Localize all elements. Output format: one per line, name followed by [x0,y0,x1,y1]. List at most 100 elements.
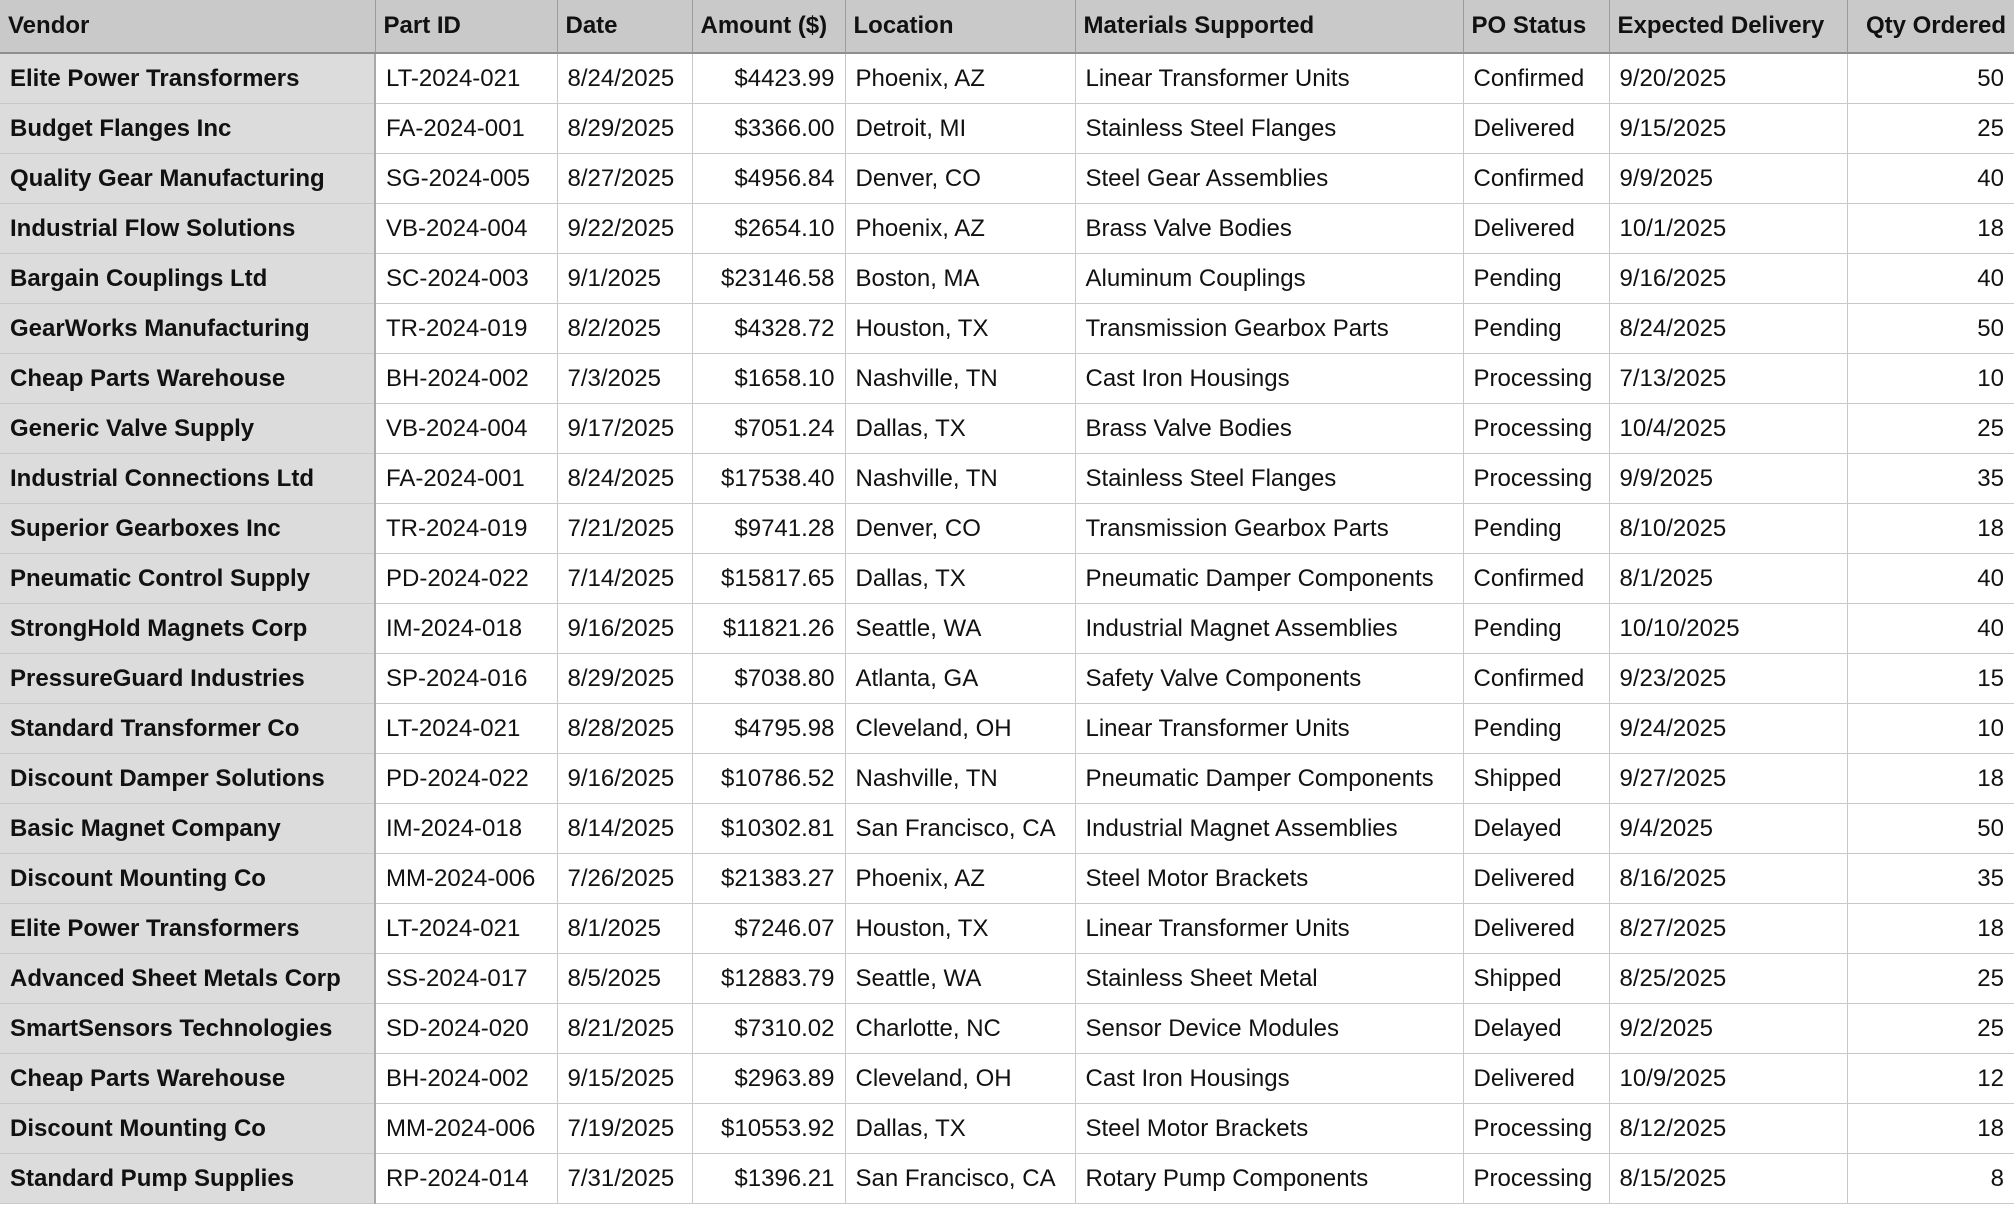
cell-part-id[interactable]: VB-2024-004 [375,203,558,254]
cell-location[interactable]: Dallas, TX [845,403,1076,454]
cell-part-id[interactable]: TR-2024-019 [375,303,558,354]
cell-materials[interactable]: Sensor Device Modules [1075,1003,1464,1054]
cell-expected-delivery[interactable]: 8/24/2025 [1609,303,1848,354]
cell-materials[interactable]: Brass Valve Bodies [1075,203,1464,254]
column-header-vendor[interactable]: Vendor [0,0,376,54]
cell-date[interactable]: 9/15/2025 [557,1053,693,1104]
cell-location[interactable]: Atlanta, GA [845,653,1076,704]
cell-po-status[interactable]: Confirmed [1463,153,1610,204]
cell-date[interactable]: 8/14/2025 [557,803,693,854]
cell-vendor[interactable]: PressureGuard Industries [0,653,376,704]
cell-po-status[interactable]: Processing [1463,403,1610,454]
cell-location[interactable]: Detroit, MI [845,103,1076,154]
column-header-part-id[interactable]: Part ID [375,0,558,54]
cell-location[interactable]: Phoenix, AZ [845,53,1076,104]
cell-part-id[interactable]: BH-2024-002 [375,1053,558,1104]
cell-materials[interactable]: Stainless Sheet Metal [1075,953,1464,1004]
cell-date[interactable]: 8/24/2025 [557,453,693,504]
cell-materials[interactable]: Linear Transformer Units [1075,53,1464,104]
cell-amount[interactable]: $7310.02 [692,1003,846,1054]
cell-expected-delivery[interactable]: 8/25/2025 [1609,953,1848,1004]
cell-date[interactable]: 7/19/2025 [557,1103,693,1154]
cell-part-id[interactable]: PD-2024-022 [375,753,558,804]
cell-location[interactable]: Seattle, WA [845,953,1076,1004]
cell-location[interactable]: Houston, TX [845,303,1076,354]
cell-date[interactable]: 7/14/2025 [557,553,693,604]
cell-qty-ordered[interactable]: 10 [1847,353,2014,404]
cell-expected-delivery[interactable]: 9/9/2025 [1609,153,1848,204]
cell-materials[interactable]: Rotary Pump Components [1075,1153,1464,1204]
cell-amount[interactable]: $4328.72 [692,303,846,354]
cell-part-id[interactable]: SS-2024-017 [375,953,558,1004]
cell-qty-ordered[interactable]: 35 [1847,853,2014,904]
cell-vendor[interactable]: Budget Flanges Inc [0,103,376,154]
cell-expected-delivery[interactable]: 8/16/2025 [1609,853,1848,904]
cell-amount[interactable]: $9741.28 [692,503,846,554]
cell-materials[interactable]: Industrial Magnet Assemblies [1075,603,1464,654]
cell-qty-ordered[interactable]: 50 [1847,53,2014,104]
cell-qty-ordered[interactable]: 18 [1847,1103,2014,1154]
cell-po-status[interactable]: Pending [1463,253,1610,304]
cell-amount[interactable]: $3366.00 [692,103,846,154]
cell-materials[interactable]: Steel Motor Brackets [1075,853,1464,904]
cell-qty-ordered[interactable]: 18 [1847,503,2014,554]
cell-vendor[interactable]: Bargain Couplings Ltd [0,253,376,304]
cell-amount[interactable]: $15817.65 [692,553,846,604]
cell-expected-delivery[interactable]: 10/9/2025 [1609,1053,1848,1104]
cell-location[interactable]: Dallas, TX [845,553,1076,604]
cell-date[interactable]: 9/1/2025 [557,253,693,304]
cell-po-status[interactable]: Shipped [1463,753,1610,804]
cell-po-status[interactable]: Delivered [1463,203,1610,254]
cell-amount[interactable]: $7038.80 [692,653,846,704]
cell-qty-ordered[interactable]: 18 [1847,903,2014,954]
cell-vendor[interactable]: Cheap Parts Warehouse [0,353,376,404]
cell-expected-delivery[interactable]: 9/9/2025 [1609,453,1848,504]
column-header-materials[interactable]: Materials Supported [1075,0,1464,54]
cell-materials[interactable]: Pneumatic Damper Components [1075,553,1464,604]
cell-po-status[interactable]: Delivered [1463,903,1610,954]
cell-location[interactable]: Seattle, WA [845,603,1076,654]
cell-expected-delivery[interactable]: 8/10/2025 [1609,503,1848,554]
cell-po-status[interactable]: Shipped [1463,953,1610,1004]
cell-materials[interactable]: Steel Motor Brackets [1075,1103,1464,1154]
cell-vendor[interactable]: Standard Transformer Co [0,703,376,754]
cell-materials[interactable]: Transmission Gearbox Parts [1075,303,1464,354]
cell-po-status[interactable]: Pending [1463,303,1610,354]
cell-qty-ordered[interactable]: 15 [1847,653,2014,704]
cell-materials[interactable]: Transmission Gearbox Parts [1075,503,1464,554]
cell-materials[interactable]: Pneumatic Damper Components [1075,753,1464,804]
cell-part-id[interactable]: LT-2024-021 [375,903,558,954]
cell-po-status[interactable]: Processing [1463,1103,1610,1154]
cell-po-status[interactable]: Delayed [1463,1003,1610,1054]
cell-date[interactable]: 8/1/2025 [557,903,693,954]
cell-date[interactable]: 8/29/2025 [557,103,693,154]
cell-expected-delivery[interactable]: 9/2/2025 [1609,1003,1848,1054]
cell-part-id[interactable]: SP-2024-016 [375,653,558,704]
cell-amount[interactable]: $12883.79 [692,953,846,1004]
cell-part-id[interactable]: FA-2024-001 [375,103,558,154]
cell-expected-delivery[interactable]: 10/10/2025 [1609,603,1848,654]
cell-part-id[interactable]: VB-2024-004 [375,403,558,454]
cell-expected-delivery[interactable]: 9/23/2025 [1609,653,1848,704]
cell-expected-delivery[interactable]: 9/24/2025 [1609,703,1848,754]
cell-vendor[interactable]: Discount Mounting Co [0,1103,376,1154]
cell-part-id[interactable]: SG-2024-005 [375,153,558,204]
cell-materials[interactable]: Steel Gear Assemblies [1075,153,1464,204]
cell-part-id[interactable]: TR-2024-019 [375,503,558,554]
cell-location[interactable]: Houston, TX [845,903,1076,954]
column-header-amount[interactable]: Amount ($) [692,0,846,54]
cell-amount[interactable]: $7051.24 [692,403,846,454]
cell-qty-ordered[interactable]: 25 [1847,953,2014,1004]
cell-location[interactable]: Denver, CO [845,153,1076,204]
cell-vendor[interactable]: Advanced Sheet Metals Corp [0,953,376,1004]
cell-date[interactable]: 7/26/2025 [557,853,693,904]
cell-po-status[interactable]: Processing [1463,453,1610,504]
cell-vendor[interactable]: Industrial Connections Ltd [0,453,376,504]
cell-expected-delivery[interactable]: 9/15/2025 [1609,103,1848,154]
cell-date[interactable]: 7/31/2025 [557,1153,693,1204]
cell-date[interactable]: 7/3/2025 [557,353,693,404]
column-header-expected-delivery[interactable]: Expected Delivery [1609,0,1848,54]
cell-vendor[interactable]: Discount Mounting Co [0,853,376,904]
cell-date[interactable]: 8/21/2025 [557,1003,693,1054]
cell-date[interactable]: 9/22/2025 [557,203,693,254]
